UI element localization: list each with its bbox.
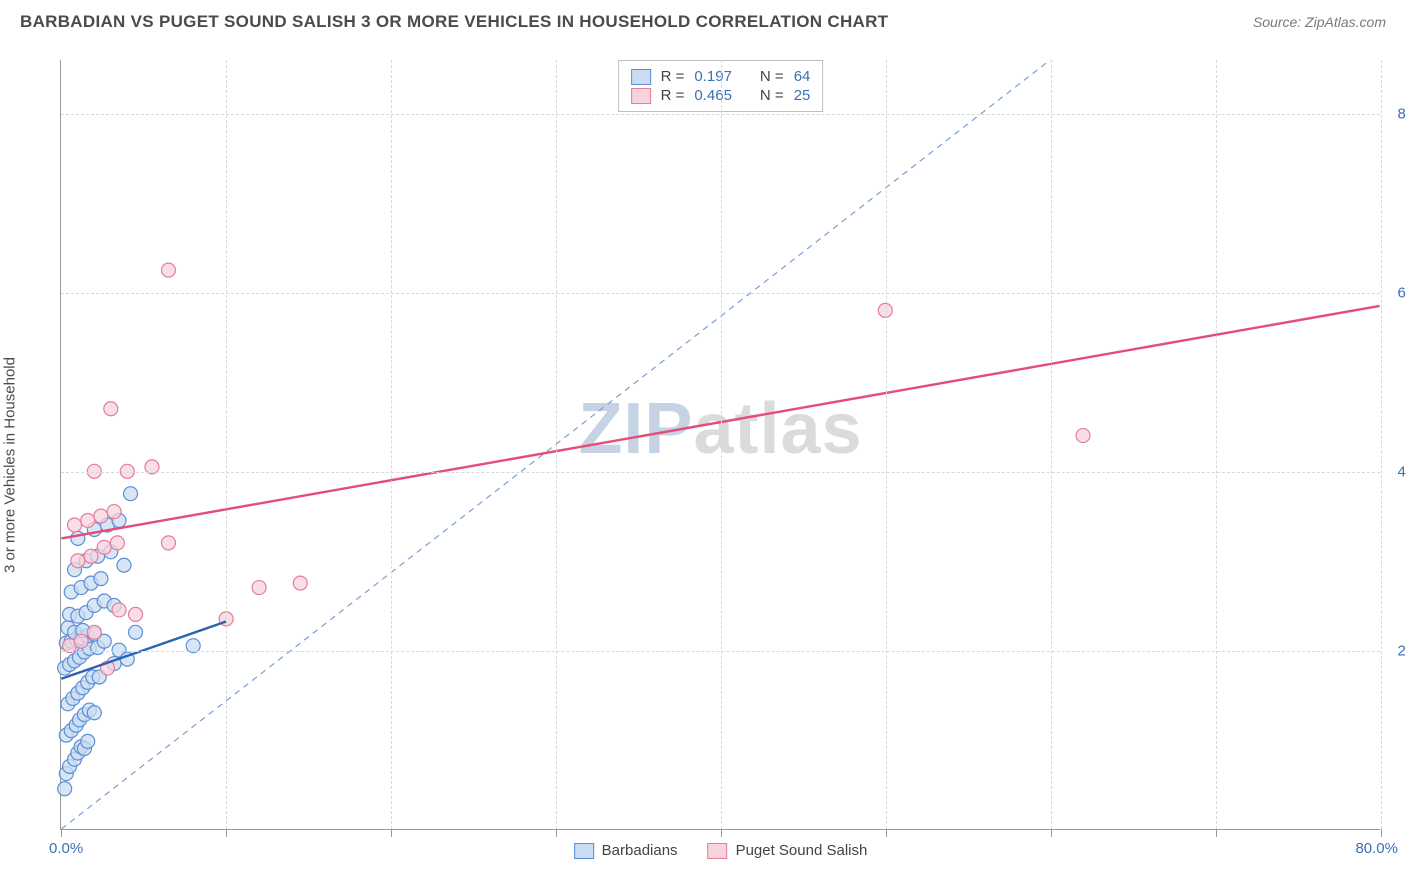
legend-swatch	[631, 69, 651, 85]
scatter-point	[81, 514, 95, 528]
stat-label: N =	[760, 68, 784, 85]
grid-line-v	[391, 60, 392, 829]
scatter-point	[124, 487, 138, 501]
legend-item: Barbadians	[574, 842, 678, 859]
scatter-point	[58, 782, 72, 796]
x-tick	[1381, 829, 1382, 837]
scatter-point	[252, 581, 266, 595]
scatter-point	[87, 706, 101, 720]
scatter-point	[293, 576, 307, 590]
scatter-point	[1076, 429, 1090, 443]
grid-line-v	[1381, 60, 1382, 829]
stat-value: 0.197	[694, 68, 732, 85]
x-tick	[61, 829, 62, 837]
scatter-point	[161, 263, 175, 277]
x-tick	[886, 829, 887, 837]
x-tick	[556, 829, 557, 837]
stat-value: 0.465	[694, 87, 732, 104]
legend-swatch	[574, 843, 594, 859]
y-tick-label: 60.0%	[1397, 284, 1406, 301]
scatter-point	[129, 625, 143, 639]
scatter-point	[87, 625, 101, 639]
legend-label: Barbadians	[602, 842, 678, 859]
x-tick	[391, 829, 392, 837]
scatter-point	[94, 509, 108, 523]
plot-area: ZIPatlas R =0.197N =64R =0.465N =25 Barb…	[60, 60, 1380, 830]
stat-label: R =	[661, 68, 685, 85]
scatter-point	[94, 572, 108, 586]
x-tick	[226, 829, 227, 837]
y-tick-label: 80.0%	[1397, 105, 1406, 122]
scatter-point	[112, 603, 126, 617]
x-tick-label: 80.0%	[1355, 840, 1398, 857]
legend-item: Puget Sound Salish	[708, 842, 868, 859]
grid-line-v	[556, 60, 557, 829]
grid-line-v	[886, 60, 887, 829]
scatter-point	[117, 558, 131, 572]
y-axis-label: 3 or more Vehicles in Household	[2, 357, 19, 573]
scatter-point	[97, 540, 111, 554]
scatter-point	[104, 402, 118, 416]
x-tick-label: 0.0%	[49, 840, 83, 857]
y-tick-label: 40.0%	[1397, 463, 1406, 480]
stat-value: 25	[794, 87, 811, 104]
grid-line-v	[1216, 60, 1217, 829]
scatter-point	[84, 549, 98, 563]
scatter-point	[129, 607, 143, 621]
scatter-point	[161, 536, 175, 550]
scatter-point	[110, 536, 124, 550]
scatter-point	[71, 554, 85, 568]
stat-value: 64	[794, 68, 811, 85]
legend-label: Puget Sound Salish	[736, 842, 868, 859]
scatter-point	[107, 505, 121, 519]
x-tick	[1216, 829, 1217, 837]
legend-swatch	[631, 88, 651, 104]
grid-line-v	[1051, 60, 1052, 829]
grid-line-v	[226, 60, 227, 829]
chart-container: 3 or more Vehicles in Household ZIPatlas…	[20, 50, 1390, 880]
stat-label: N =	[760, 87, 784, 104]
legend-swatch	[708, 843, 728, 859]
scatter-point	[68, 518, 82, 532]
stat-label: R =	[661, 87, 685, 104]
x-tick	[721, 829, 722, 837]
bottom-legend: Barbadians Puget Sound Salish	[574, 842, 868, 859]
chart-source: Source: ZipAtlas.com	[1253, 14, 1386, 30]
x-tick	[1051, 829, 1052, 837]
y-tick-label: 20.0%	[1397, 642, 1406, 659]
grid-line-v	[721, 60, 722, 829]
chart-header: BARBADIAN VS PUGET SOUND SALISH 3 OR MOR…	[0, 0, 1406, 40]
chart-title: BARBADIAN VS PUGET SOUND SALISH 3 OR MOR…	[20, 12, 888, 32]
scatter-point	[74, 634, 88, 648]
scatter-point	[81, 734, 95, 748]
